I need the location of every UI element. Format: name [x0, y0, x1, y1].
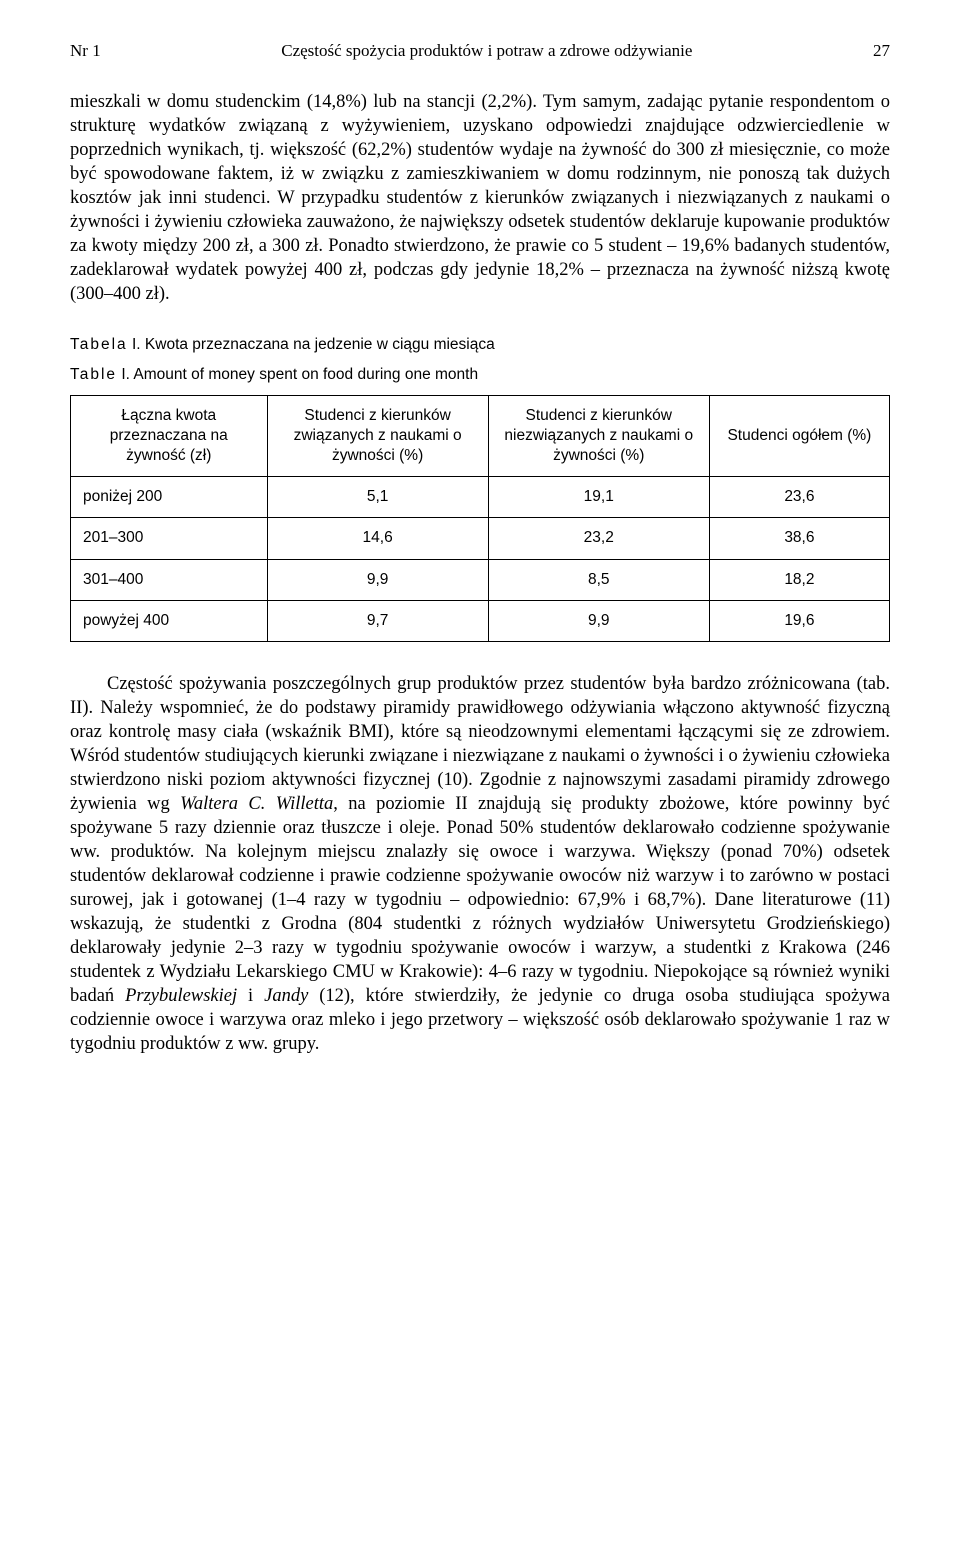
- row-label: poniżej 200: [71, 477, 268, 518]
- p2-italic3: Jandy: [264, 986, 308, 1006]
- cell: 9,7: [267, 600, 488, 641]
- cell: 19,1: [488, 477, 709, 518]
- cell: 19,6: [709, 600, 889, 641]
- table-row: poniżej 200 5,1 19,1 23,6: [71, 477, 890, 518]
- cell: 9,9: [267, 559, 488, 600]
- page-number: 27: [873, 40, 890, 62]
- caption-en-prefix: Table: [70, 366, 117, 383]
- header-title: Częstość spożycia produktów i potraw a z…: [101, 40, 873, 62]
- page-header: Nr 1 Częstość spożycia produktów i potra…: [70, 40, 890, 62]
- caption-en-text: I. Amount of money spent on food during …: [117, 366, 478, 383]
- p2-italic1: Waltera C. Willetta: [180, 794, 333, 814]
- col-header-1: Studenci z kierunków związanych z naukam…: [267, 395, 488, 476]
- paragraph-1: mieszkali w domu studenckim (14,8%) lub …: [70, 90, 890, 306]
- cell: 23,2: [488, 518, 709, 559]
- cell: 14,6: [267, 518, 488, 559]
- row-label: powyżej 400: [71, 600, 268, 641]
- row-label: 301–400: [71, 559, 268, 600]
- table-header-row: Łączna kwota przeznaczana na żywność (zł…: [71, 395, 890, 476]
- table-row: 301–400 9,9 8,5 18,2: [71, 559, 890, 600]
- cell: 18,2: [709, 559, 889, 600]
- col-header-2: Studenci z kierunków niezwiązanych z nau…: [488, 395, 709, 476]
- row-label: 201–300: [71, 518, 268, 559]
- cell: 23,6: [709, 477, 889, 518]
- table-row: 201–300 14,6 23,2 38,6: [71, 518, 890, 559]
- p2-part3: i: [237, 986, 264, 1006]
- table-caption-en: Table I. Amount of money spent on food d…: [70, 365, 890, 385]
- col-header-0: Łączna kwota przeznaczana na żywność (zł…: [71, 395, 268, 476]
- cell: 38,6: [709, 518, 889, 559]
- caption-pl-text: I. Kwota przeznaczana na jedzenie w ciąg…: [128, 336, 495, 353]
- p2-italic2: Przybulewskiej: [125, 986, 237, 1006]
- table-caption-pl: Tabela I. Kwota przeznaczana na jedzenie…: [70, 335, 890, 355]
- data-table: Łączna kwota przeznaczana na żywność (zł…: [70, 395, 890, 642]
- cell: 8,5: [488, 559, 709, 600]
- p2-part1: Częstość spożywania poszczególnych grup …: [70, 674, 890, 814]
- p2-part2: , na poziomie II znajdują się produkty z…: [70, 794, 890, 1006]
- header-left: Nr 1: [70, 40, 101, 62]
- cell: 9,9: [488, 600, 709, 641]
- table-row: powyżej 400 9,7 9,9 19,6: [71, 600, 890, 641]
- cell: 5,1: [267, 477, 488, 518]
- col-header-3: Studenci ogółem (%): [709, 395, 889, 476]
- paragraph-2: Częstość spożywania poszczególnych grup …: [70, 672, 890, 1057]
- caption-pl-prefix: Tabela: [70, 336, 128, 353]
